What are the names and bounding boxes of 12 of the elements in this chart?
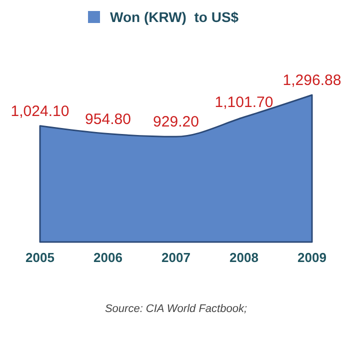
data-label: 929.20 [153, 114, 199, 131]
x-tick-label: 2007 [162, 250, 190, 265]
x-tick-label: 2005 [26, 250, 54, 265]
source-note: Source: CIA World Factbook; [104, 303, 248, 315]
data-label: 1,296.88 [282, 72, 342, 89]
data-label: 1,101.70 [214, 94, 274, 112]
x-tick-label: 2006 [94, 250, 122, 265]
text: Won (KRW) to US$ [110, 9, 239, 25]
x-tick-label: 2008 [230, 250, 258, 265]
data-label: 954.80 [85, 110, 131, 128]
data-label: 1,024.10 [10, 102, 70, 120]
x-tick-label: 2009 [298, 250, 326, 265]
